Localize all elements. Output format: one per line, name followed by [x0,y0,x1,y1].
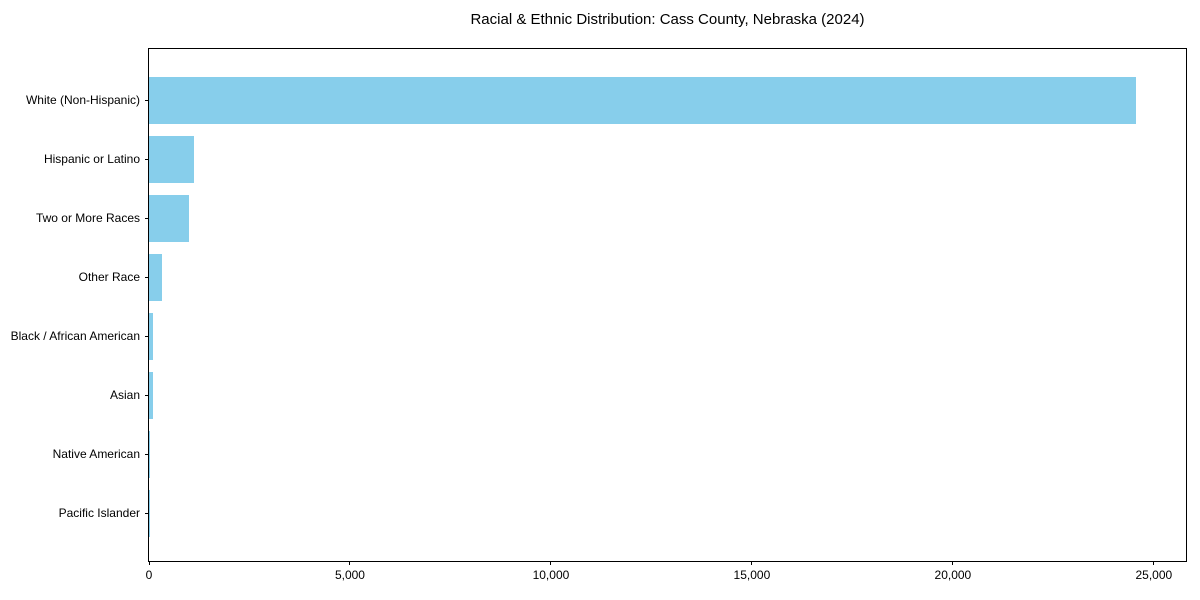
bar [149,253,162,301]
x-tick [1153,561,1155,565]
y-axis-label: Asian [109,388,140,402]
y-tick [145,159,149,160]
x-tick-label: 20,000 [934,568,972,582]
plot-area: White (Non-Hispanic) Hispanic or Latino Tw… [11,48,1187,582]
x-tick [751,561,753,565]
x-tick [148,561,150,565]
x-tick [550,561,552,565]
bar [149,312,154,360]
y-tick [145,100,149,101]
y-tick [145,336,149,337]
y-tick [145,277,149,278]
y-tick [145,454,149,455]
x-tick-label: 0 [145,568,153,582]
y-axis-label: White (Non-Hispanic) [25,93,140,107]
bar [149,135,195,183]
x-tick [952,561,954,565]
y-tick [145,218,149,219]
x-tick-label: 25,000 [1135,568,1173,582]
x-tick-label: 5,000 [334,568,365,582]
y-axis-label: Hispanic or Latino [43,152,140,166]
bar [149,76,1136,124]
bar [149,194,189,242]
chart-title: Racial & Ethnic Distribution: Cass Count… [470,11,865,28]
x-tick [349,561,351,565]
y-axis-label: Two or More Races [35,211,140,225]
y-axis-label: Pacific Islander [58,506,140,520]
y-tick [145,513,149,514]
y-axis-label: Black / African American [10,329,140,343]
bar [149,430,151,478]
y-axis-label: Native American [52,447,140,461]
x-tick-label: 10,000 [532,568,570,582]
y-tick [145,395,149,396]
y-axis-label: Other Race [78,270,140,284]
x-tick-label: 15,000 [733,568,771,582]
bar [149,371,153,419]
